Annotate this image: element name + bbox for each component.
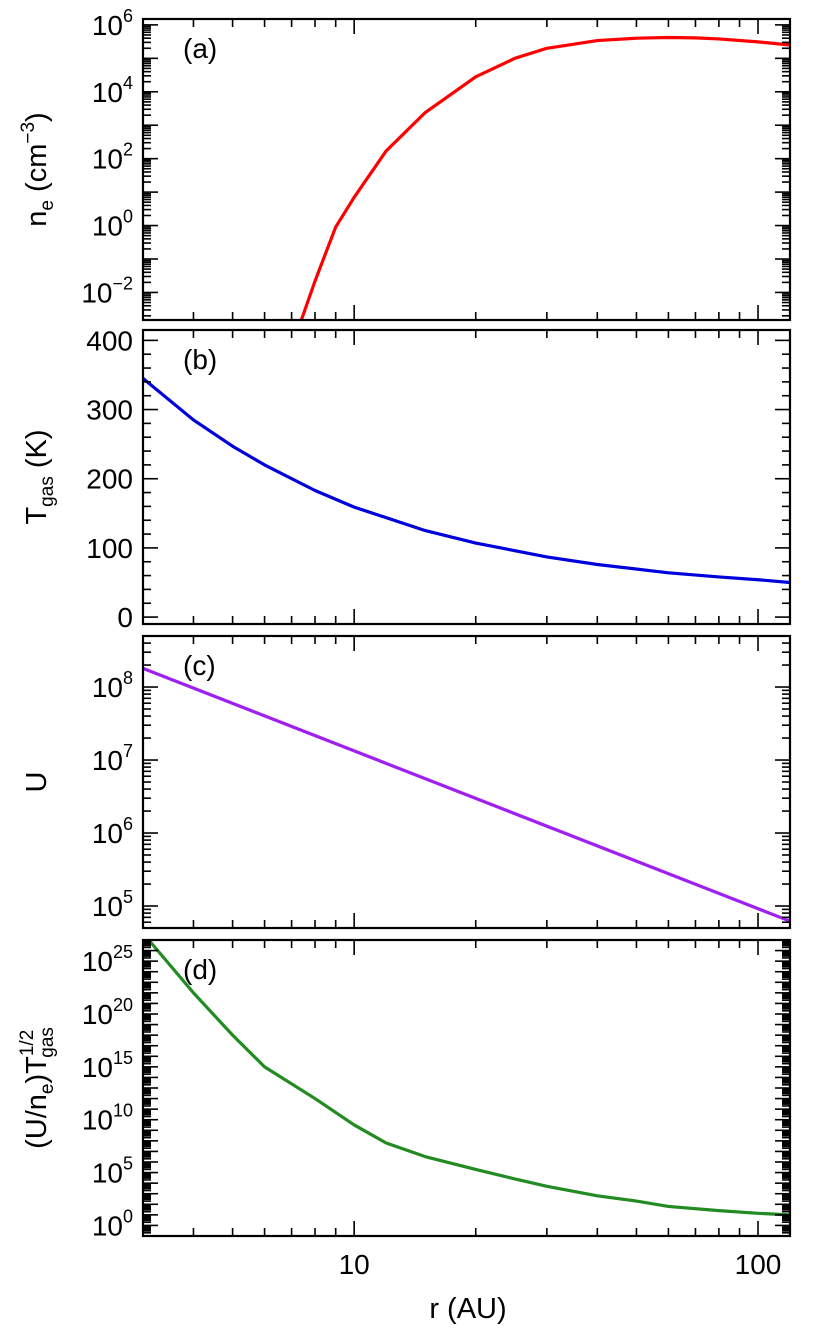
y-tick-label: 10−2: [81, 273, 133, 308]
y-tick-label-exponent: 25: [113, 942, 133, 962]
y-tick-label-exponent: 5: [123, 1154, 133, 1174]
y-tick-label-exponent: 15: [113, 1048, 133, 1068]
y-tick-label: 105: [92, 887, 133, 922]
y-tick-label: 108: [92, 668, 133, 703]
y-tick-label-exponent: 5: [123, 887, 133, 907]
y-axis-label: ne (cm−3): [18, 112, 58, 226]
y-tick-label: 102: [92, 140, 133, 175]
plot-frame: [141, 17, 792, 322]
y-tick-label-base: 10: [92, 77, 123, 108]
y-axis-label-subscript: gas: [37, 1027, 58, 1058]
y-tick-label: 200: [86, 464, 133, 495]
y-tick-label: 107: [92, 741, 133, 776]
panel-label: (a): [183, 33, 217, 64]
series-line-a: [299, 35, 790, 320]
y-axis-label: Tgas (K): [21, 429, 58, 524]
y-tick-label-base: 10: [92, 1210, 123, 1241]
y-tick-label: 0: [117, 602, 133, 633]
y-tick-label-base: 10: [82, 1105, 113, 1136]
y-tick-label-exponent: 0: [123, 1206, 133, 1226]
y-tick-label-exponent: 2: [123, 140, 133, 160]
y-tick-label-exponent: 20: [113, 995, 133, 1015]
y-tick-label-base: 10: [92, 1158, 123, 1189]
x-tick-label: 100: [735, 1249, 782, 1280]
series-line-d: [147, 940, 790, 1217]
y-tick-label: 100: [92, 207, 133, 242]
panel-label: (b): [183, 344, 217, 375]
y-axis-label: U: [21, 772, 53, 793]
y-tick-label-base: 10: [92, 144, 123, 175]
panel-label: (c): [183, 650, 216, 681]
y-axis-label-superscript: 1/2: [17, 1030, 38, 1056]
y-tick-label-exponent: 7: [123, 741, 133, 761]
y-tick-label-exponent: −2: [112, 273, 133, 293]
y-tick-label-base: 10: [81, 277, 112, 308]
y-tick-label-exponent: 10: [113, 1101, 133, 1121]
y-tick-label: 104: [92, 73, 133, 108]
y-axis-label-main: T: [21, 507, 53, 525]
panel-b: 400 300 200 100 0 (b) Tgas (K): [21, 325, 792, 633]
y-axis-label-text: ): [21, 112, 53, 122]
y-tick-label: 1015: [82, 1048, 133, 1083]
y-tick-label: 1020: [82, 995, 133, 1030]
y-tick-label: 100: [86, 533, 133, 564]
plot-frame: [141, 938, 792, 1238]
series-line-b: [143, 377, 790, 585]
y-tick-label-base: 10: [82, 946, 113, 977]
y-tick-label-base: 10: [92, 745, 123, 776]
y-tick-label-base: 10: [92, 891, 123, 922]
y-tick-label-exponent: 0: [123, 207, 133, 227]
y-axis-label-superscript: −3: [18, 122, 39, 144]
y-tick-label: 1010: [82, 1101, 133, 1136]
plot-frame: [141, 328, 792, 626]
y-axis-label: (U/ne)T1/2gas: [17, 1027, 58, 1149]
y-axis-label-main: n: [21, 211, 53, 227]
plot-frame: [141, 634, 792, 930]
y-tick-label: 100: [92, 1206, 133, 1241]
y-tick-label-base: 10: [82, 999, 113, 1030]
y-tick-label-exponent: 6: [123, 814, 133, 834]
y-tick-label-base: 10: [92, 818, 123, 849]
y-axis-label-text: (U/n: [21, 1094, 53, 1149]
y-axis-label-text: (cm: [21, 144, 53, 200]
x-tick-label: 10: [339, 1249, 370, 1280]
x-axis-label: r (AU): [429, 1293, 506, 1325]
y-tick-label-base: 10: [92, 672, 123, 703]
y-axis-label-text: )T: [21, 1056, 53, 1084]
y-tick-label: 400: [86, 325, 133, 356]
y-axis-label-subscript: e: [37, 1084, 58, 1095]
y-tick-label-exponent: 6: [123, 6, 133, 26]
series-line-c: [143, 666, 790, 923]
y-tick-label: 300: [86, 395, 133, 426]
y-tick-label-exponent: 8: [123, 668, 133, 688]
y-tick-label: 105: [92, 1154, 133, 1189]
y-tick-label: 106: [92, 6, 133, 41]
y-tick-label: 1025: [82, 942, 133, 977]
panel-label: (d): [183, 954, 217, 985]
y-axis-label-subscript: gas: [37, 476, 58, 507]
y-tick-label-base: 10: [82, 1052, 113, 1083]
y-axis-label-text: (K): [21, 429, 53, 476]
y-tick-label-base: 10: [92, 10, 123, 41]
y-tick-label-exponent: 4: [123, 73, 133, 93]
y-tick-label-base: 10: [92, 211, 123, 242]
y-axis-label-subscript: e: [37, 200, 58, 211]
y-tick-label: 106: [92, 814, 133, 849]
